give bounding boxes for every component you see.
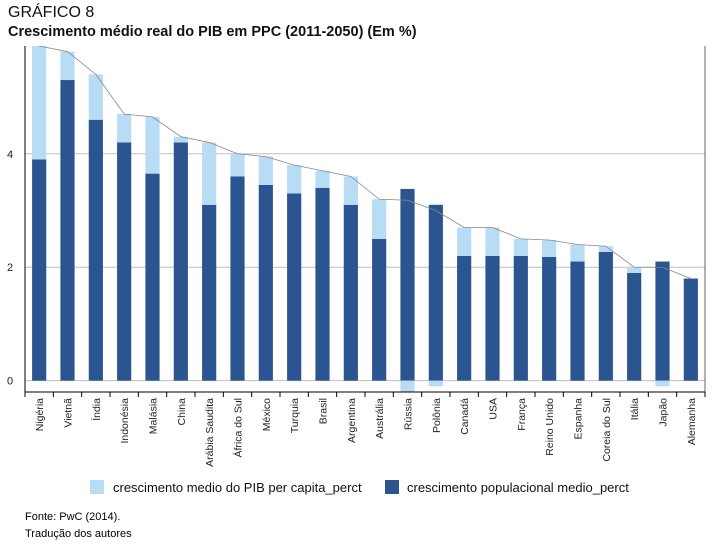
bar-pop-8 <box>258 184 273 381</box>
legend-swatch-pop <box>385 480 399 494</box>
bar-pop-1 <box>60 80 75 381</box>
bar-pop-20 <box>598 251 613 381</box>
legend: crescimento medio do PIB per capita_perc… <box>90 480 629 495</box>
category-label-14: Polônia <box>431 398 443 433</box>
category-label-12: Austrália <box>374 398 386 439</box>
category-label-3: Indonésia <box>119 398 131 444</box>
category-label-7: África do Sul <box>232 398 245 458</box>
bar-pib-21 <box>627 267 642 273</box>
bar-pop-13 <box>400 188 415 381</box>
category-label-15: Canadá <box>459 398 471 435</box>
legend-label-pib: crescimento medio do PIB per capita_perc… <box>113 480 362 495</box>
category-label-8: México <box>261 398 273 431</box>
category-label-16: USA <box>488 398 500 420</box>
bar-pop-4 <box>145 173 160 381</box>
bar-pib-6 <box>202 142 217 205</box>
category-label-19: Espanha <box>573 398 585 440</box>
bar-pib-8 <box>258 156 273 185</box>
bar-pop-11 <box>343 204 358 381</box>
bar-pop-3 <box>117 142 132 381</box>
category-label-1: Vietnã <box>63 398 75 428</box>
chart-title: Crescimento médio real do PIB em PPC (20… <box>8 24 417 40</box>
bar-pib-14 <box>428 380 443 387</box>
legend-label-pop: crescimento populacional medio_perct <box>407 480 629 495</box>
bar-pop-23 <box>683 278 698 381</box>
bar-pop-2 <box>88 119 103 381</box>
bar-pib-9 <box>287 165 302 194</box>
bar-pib-3 <box>117 114 132 143</box>
total-line <box>39 45 691 279</box>
legend-swatch-pib <box>90 480 104 494</box>
category-label-2: Índia <box>90 398 103 421</box>
bar-pib-7 <box>230 153 245 177</box>
category-label-10: Brasil <box>318 398 330 424</box>
category-label-4: Malásia <box>148 398 160 434</box>
category-label-13: Rússia <box>403 398 415 430</box>
bar-pop-9 <box>287 193 302 381</box>
bar-pib-11 <box>343 176 358 205</box>
bar-pop-5 <box>173 142 188 381</box>
category-label-18: Reino Unido <box>544 398 556 456</box>
plot-grid <box>25 153 705 382</box>
category-labels: Nigéria Vietnã Índia Indonésia Malásia China A… <box>34 398 698 467</box>
plot-total-line <box>39 45 691 279</box>
bar-pop-21 <box>627 272 642 381</box>
bar-pop-7 <box>230 176 245 381</box>
bar-pop-22 <box>655 261 670 381</box>
category-label-0: Nigéria <box>34 398 46 431</box>
category-label-6: Arábia Saudita <box>204 398 216 467</box>
bar-pop-17 <box>513 255 528 381</box>
bar-pib-2 <box>88 74 103 120</box>
bar-pib-10 <box>315 170 330 188</box>
bar-pop-16 <box>485 255 500 381</box>
bar-pop-15 <box>457 255 472 381</box>
y-tick-label-2: 2 <box>7 262 13 274</box>
category-label-11: Argentina <box>346 398 358 443</box>
bar-pop-6 <box>202 204 217 381</box>
bar-pib-13 <box>400 380 415 392</box>
bar-pib-18 <box>542 239 557 258</box>
bar-pib-12 <box>372 199 387 239</box>
bar-pop-19 <box>570 261 585 381</box>
plot-bars <box>32 46 698 392</box>
category-label-5: China <box>176 398 188 426</box>
translation-note: Tradução dos autores <box>25 528 132 540</box>
bar-pib-20 <box>598 246 613 252</box>
category-label-22: Japão <box>658 398 670 427</box>
category-label-20: Coreia do Sul <box>601 398 613 462</box>
category-label-9: Turquia <box>289 398 301 433</box>
bar-pib-5 <box>173 136 188 143</box>
plot-axes: 0 2 4 <box>7 46 706 397</box>
y-tick-label-0: 0 <box>7 376 13 388</box>
bar-pib-15 <box>457 227 472 256</box>
bar-pib-1 <box>60 51 75 81</box>
bar-pib-17 <box>513 238 528 256</box>
category-label-23: Alemanha <box>686 398 698 445</box>
bar-pib-22 <box>655 380 670 387</box>
bar-pop-14 <box>428 204 443 381</box>
bar-pop-0 <box>32 159 47 381</box>
bar-pib-19 <box>570 244 585 262</box>
source-note: Fonte: PwC (2014). <box>25 511 121 523</box>
bar-pib-0 <box>32 46 47 160</box>
category-label-17: França <box>516 398 528 431</box>
bar-pib-16 <box>485 227 500 256</box>
bar-pop-10 <box>315 187 330 381</box>
bar-pop-12 <box>372 238 387 381</box>
bar-pib-4 <box>145 116 160 174</box>
bar-pop-18 <box>542 257 557 381</box>
chart-label: GRÁFICO 8 <box>8 4 95 21</box>
y-tick-label-4: 4 <box>7 149 13 161</box>
category-label-21: Itália <box>629 398 641 420</box>
